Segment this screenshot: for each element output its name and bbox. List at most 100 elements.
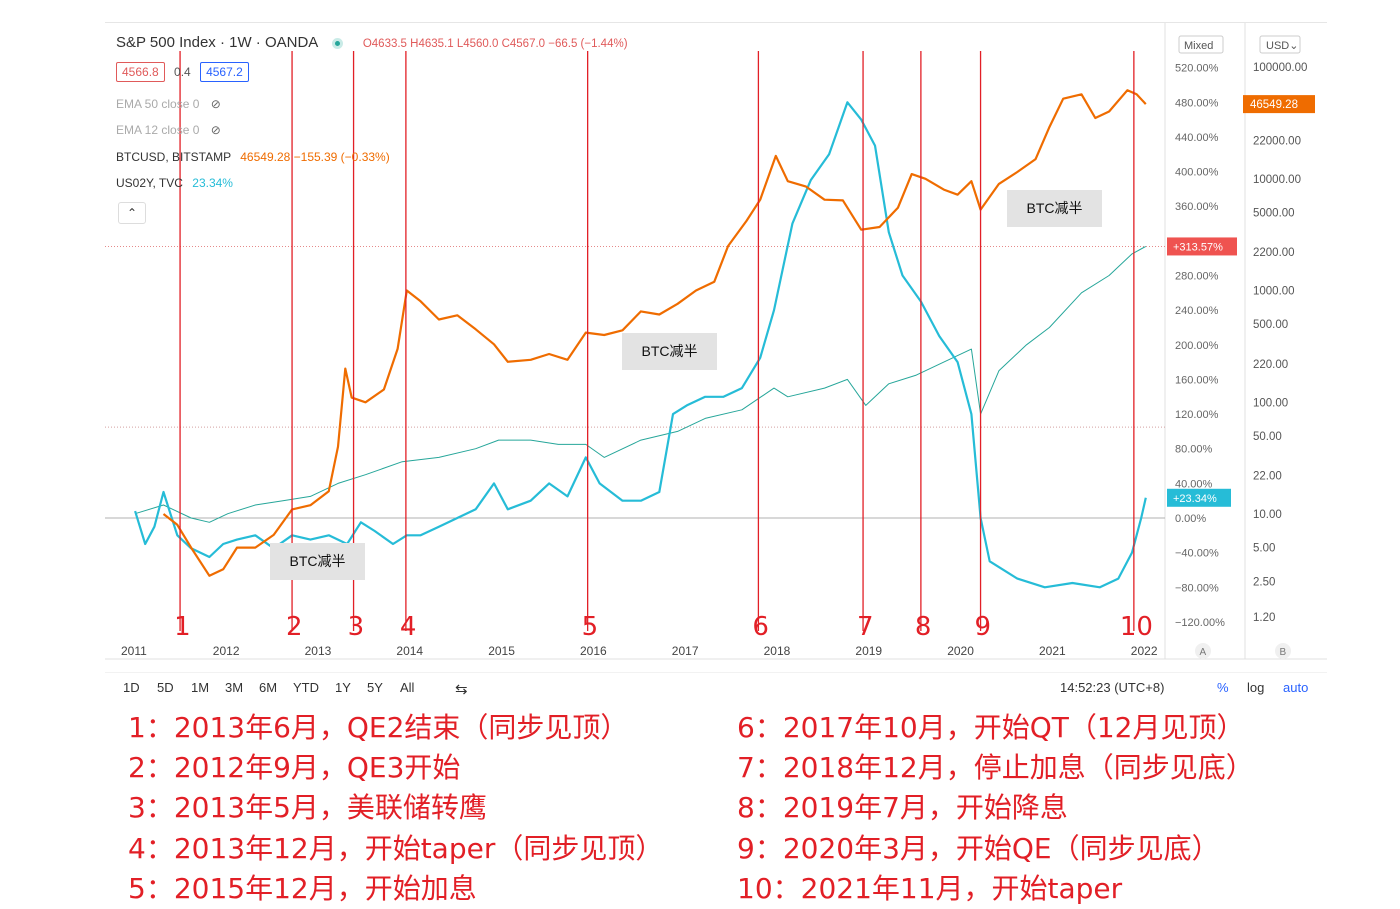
us02y-label: US02Y, TVC (116, 176, 183, 190)
collapse-legend-button[interactable]: ⌃ (118, 202, 146, 224)
percent-scale-toggle[interactable]: % (1217, 680, 1229, 695)
bottom-toolbar: 1D 5D 1M 3M 6M YTD 1Y 5Y All ⇆ 14:52:23 … (105, 672, 1327, 704)
note-item: 5：2015年12月，开始加息 (128, 872, 477, 905)
scale-badge[interactable] (1195, 643, 1211, 659)
pct-tick-label: 400.00% (1175, 167, 1219, 179)
ema12-label: EMA 12 close 0 (116, 123, 200, 137)
log-tick-label: 100.00 (1253, 397, 1288, 409)
us02y-change-tag (1167, 488, 1231, 507)
us02y-change-tag-label: +23.34% (1173, 493, 1217, 505)
x-tick-label: 2016 (580, 644, 607, 658)
x-tick-label: 2017 (672, 644, 699, 658)
note-item: 10：2021年11月，开始taper (737, 872, 1123, 905)
currency-label: USD⌄ (1266, 40, 1298, 52)
range-3m-button[interactable]: 3M (225, 680, 244, 695)
range-5y-button[interactable]: 5Y (367, 680, 383, 695)
note-item: 4：2013年12月，开始taper（同步见顶） (128, 832, 664, 865)
x-tick-label: 2021 (1039, 644, 1066, 658)
auto-scale-toggle[interactable]: auto (1283, 680, 1309, 695)
btc-label: BTCUSD, BITSTAMP (116, 150, 231, 164)
us02y-value: 23.34% (192, 176, 233, 190)
event-marker-number: 10 (1120, 612, 1153, 642)
pct-tick-label: 40.00% (1175, 478, 1213, 490)
note-item: 3：2013年5月，美联储转鹰 (128, 791, 487, 824)
log-tick-label: 100000.00 (1253, 62, 1307, 74)
range-1y-button[interactable]: 1Y (335, 680, 351, 695)
spread-value: 0.4 (174, 65, 191, 79)
series-line-btcusd (162, 89, 1147, 577)
pct-tick-label: 160.00% (1175, 374, 1219, 386)
ask-price[interactable]: 4567.2 (200, 62, 249, 82)
log-tick-label: 1.20 (1253, 612, 1275, 624)
range-5d-button[interactable]: 5D (157, 680, 174, 695)
range-ytd-button[interactable]: YTD (293, 680, 319, 695)
halving-label: BTC减半 (622, 333, 717, 370)
pct-tick-label: −40.00% (1175, 548, 1219, 560)
log-tick-label: 10.00 (1253, 509, 1282, 521)
pct-tick-label: 0.00% (1175, 513, 1206, 525)
clock-readout[interactable]: 14:52:23 (UTC+8) (1060, 680, 1165, 695)
x-tick-label: 2015 (488, 644, 515, 658)
pct-tick-label: 480.00% (1175, 97, 1219, 109)
legend-us02y[interactable]: US02Y, TVC 23.34% (116, 176, 233, 190)
hidden-eye-icon[interactable]: ⊘ (210, 123, 221, 137)
log-scale-toggle[interactable]: log (1247, 680, 1265, 695)
pct-tick-label: 360.00% (1175, 201, 1219, 213)
halving-label: BTC减半 (270, 543, 365, 580)
scale-badge-label: B (1280, 647, 1287, 658)
pct-tick-label: 120.00% (1175, 409, 1219, 421)
event-marker-number: 7 (857, 612, 874, 642)
log-tick-label: 5000.00 (1253, 207, 1295, 219)
scale-badge[interactable] (1275, 643, 1291, 659)
x-tick-label: 2022 (1131, 644, 1158, 658)
note-item: 7：2018年12月，停止加息（同步见底） (737, 751, 1254, 784)
pct-tick-label: 80.00% (1175, 444, 1213, 456)
event-marker-number: 2 (286, 612, 303, 642)
log-tick-label: 50.00 (1253, 431, 1282, 443)
log-tick-label: 22000.00 (1253, 135, 1301, 147)
ema50-label: EMA 50 close 0 (116, 97, 200, 111)
hidden-eye-icon[interactable]: ⊘ (210, 97, 221, 111)
event-marker-number: 4 (400, 612, 417, 642)
log-tick-label: 5.00 (1253, 543, 1275, 555)
scale-mode-label: Mixed (1184, 40, 1213, 52)
pct-tick-label: 240.00% (1175, 305, 1219, 317)
pct-tick-label: 200.00% (1175, 340, 1219, 352)
spx-change-tag-label: +313.57% (1173, 241, 1223, 253)
bid-price[interactable]: 4566.8 (116, 62, 165, 82)
symbol-title[interactable]: S&P 500 Index · 1W · OANDA (116, 34, 318, 51)
note-item: 6：2017年10月，开始QT（12月见顶） (737, 711, 1245, 744)
range-1d-button[interactable]: 1D (123, 680, 140, 695)
log-tick-label: 22.00 (1253, 471, 1282, 483)
legend-ema12[interactable]: EMA 12 close 0 ⊘ (116, 123, 221, 137)
range-1m-button[interactable]: 1M (191, 680, 210, 695)
range-all-button[interactable]: All (400, 680, 415, 695)
pct-tick-label: −120.00% (1175, 617, 1225, 629)
calendar-range-icon[interactable]: ⇆ (455, 681, 468, 698)
bid-ask-row: 4566.8 0.4 4567.2 (116, 62, 249, 82)
scale-mode-selector[interactable] (1178, 35, 1224, 54)
legend-ema50[interactable]: EMA 50 close 0 ⊘ (116, 97, 221, 111)
pct-tick-label: −80.00% (1175, 582, 1219, 594)
currency-selector[interactable] (1259, 35, 1301, 54)
log-tick-label: 500.00 (1253, 319, 1288, 331)
event-marker-number: 8 (915, 612, 932, 642)
legend-btc[interactable]: BTCUSD, BITSTAMP 46549.28 −155.39 (−0.33… (116, 150, 390, 164)
btc-price-tag-label: 46549.28 (1250, 99, 1298, 111)
log-tick-label: 2.50 (1253, 576, 1275, 588)
x-tick-label: 2011 (121, 644, 147, 658)
log-tick-label: 2200.00 (1253, 247, 1295, 259)
btc-value: 46549.28 −155.39 (−0.33%) (240, 150, 390, 164)
note-item: 9：2020年3月，开始QE（同步见底） (737, 832, 1220, 865)
btc-price-tag (1243, 95, 1315, 114)
range-6m-button[interactable]: 6M (259, 680, 278, 695)
x-tick-label: 2020 (947, 644, 974, 658)
market-open-icon (331, 37, 343, 49)
halving-label: BTC减半 (1007, 190, 1102, 227)
x-tick-label: 2019 (855, 644, 882, 658)
event-marker-number: 1 (174, 612, 191, 642)
pct-tick-label: 520.00% (1175, 63, 1219, 75)
scale-badge-label: A (1200, 647, 1207, 658)
log-tick-label: 1000.00 (1253, 286, 1295, 298)
note-item: 8：2019年7月，开始降息 (737, 791, 1068, 824)
